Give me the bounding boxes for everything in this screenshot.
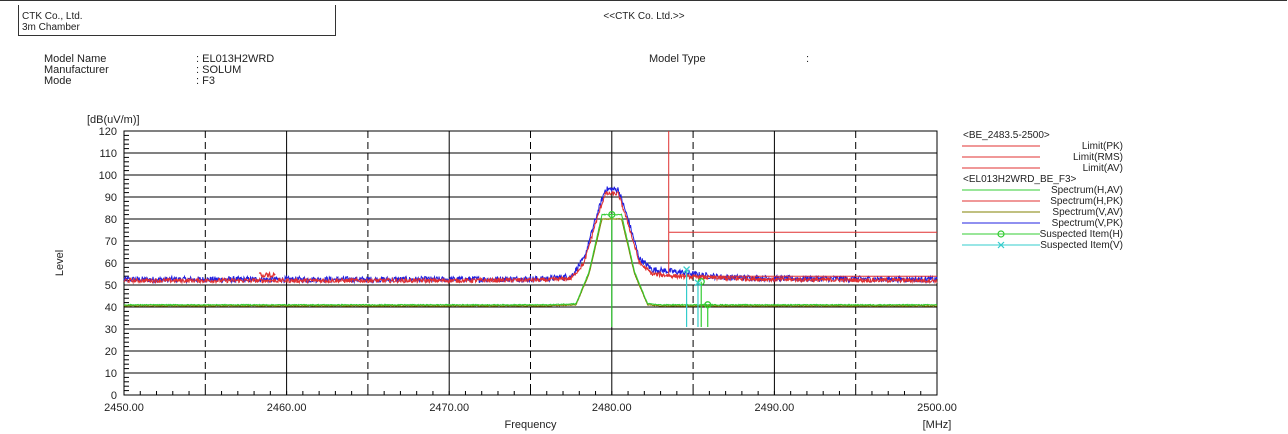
axis-labels: 0 10 20 30 40 50 60 70 80 90 100 110 120 2450.00 2460.… [54, 114, 957, 431]
y-tick-label: 100 [99, 170, 117, 182]
page-top-border [0, 0, 1287, 1]
series-spectrum-h-pk- [123, 190, 938, 285]
mode-label: Mode [44, 75, 72, 87]
x-tick-label: 2460.00 [267, 402, 307, 414]
model-name-value: : EL013H2WRD [196, 53, 275, 65]
y-unit-label: [dB(uV/m)] [87, 114, 140, 126]
x-tick-label: 2500.00 [917, 402, 957, 414]
y-tick-label: 60 [105, 258, 117, 270]
company-box: CTK Co., Ltd. 3m Chamber [18, 5, 336, 36]
y-tick-label: 30 [105, 324, 117, 336]
legend-circle-marker [997, 230, 1005, 238]
y-tick-label: 80 [105, 214, 117, 226]
x-tick-label: 2490.00 [755, 402, 795, 414]
legend-entry-label: Suspected Item(V) [1040, 240, 1123, 251]
legend-entry-label: Spectrum(V,PK) [1052, 218, 1123, 229]
x-tick-label: 2480.00 [592, 402, 632, 414]
x-unit-label: [MHz] [923, 419, 952, 431]
legend-x-marker [997, 241, 1005, 249]
legend-entry-label: Suspected Item(H) [1040, 229, 1123, 240]
axis-ticks [123, 130, 938, 396]
y-tick-label: 0 [111, 390, 117, 402]
y-tick-label: 70 [105, 236, 117, 248]
series-spectrum-h-av- [123, 213, 938, 307]
series-spectrum-v-av- [123, 217, 938, 308]
suspected-markers [608, 210, 712, 327]
legend-entry-label: Limit(RMS) [1073, 152, 1123, 163]
series-layer [123, 186, 938, 308]
model-name-label: Model Name [44, 53, 107, 65]
legend-group-title: <BE_2483.5-2500> [963, 130, 1050, 141]
y-tick-label: 120 [99, 126, 117, 138]
y-axis-title: Level [54, 250, 66, 276]
legend-entry-label: Spectrum(H,AV) [1051, 185, 1123, 196]
x-tick-label: 2450.00 [104, 402, 144, 414]
legend-entry-label: Spectrum(V,AV) [1052, 207, 1123, 218]
limit-lines [668, 131, 937, 277]
legend-entry-label: Spectrum(H,PK) [1050, 196, 1123, 207]
y-tick-label: 20 [105, 346, 117, 358]
legend-entry-label: Limit(AV) [1083, 163, 1123, 174]
spectrum-h-pk-spur [258, 271, 276, 279]
y-tick-label: 110 [99, 148, 117, 160]
suspected-item-h-marker [608, 210, 616, 219]
suspected-item-v-marker [683, 266, 691, 274]
y-tick-label: 40 [105, 302, 117, 314]
x-tick-label: 2470.00 [429, 402, 469, 414]
chamber-label: 3m Chamber [22, 22, 80, 33]
y-tick-label: 90 [105, 192, 117, 204]
mode-value: : F3 [196, 75, 215, 87]
suspected-item-h-marker [704, 301, 712, 309]
manufacturer-value: : SOLUM [196, 64, 242, 76]
model-type-label: Model Type [649, 53, 706, 65]
x-axis-title: Frequency [505, 419, 557, 431]
legend-group-title: <EL013H2WRD_BE_F3> [963, 174, 1077, 185]
model-type-value: : [806, 53, 810, 65]
legend: <BE_2483.5-2500> Limit(PK)Limit(RMS)Limit… [962, 130, 1123, 251]
manufacturer-label: Manufacturer [44, 64, 109, 76]
report-title: <<CTK Co. Ltd.>> [603, 11, 685, 22]
legend-entry-label: Limit(PK) [1082, 141, 1123, 152]
suspected-item-v-marker [694, 279, 702, 287]
grid [123, 130, 938, 396]
company-name: CTK Co., Ltd. [22, 11, 83, 22]
y-tick-label: 50 [105, 280, 117, 292]
y-tick-label: 10 [105, 368, 117, 380]
